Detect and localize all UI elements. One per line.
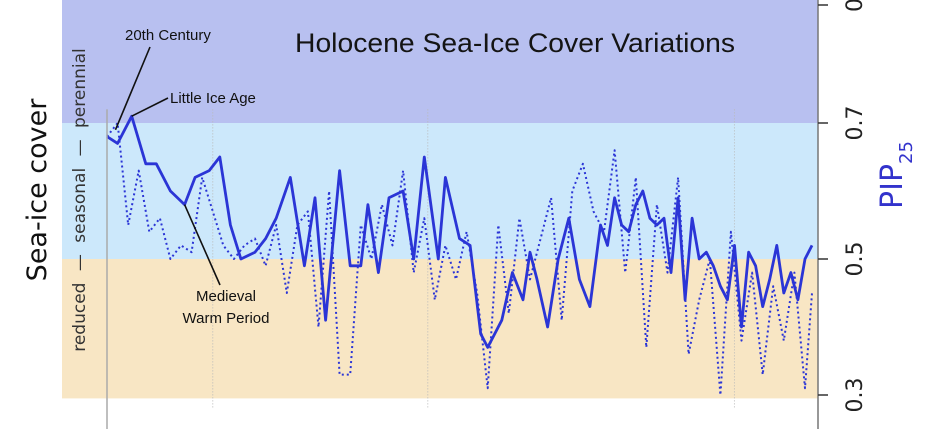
annotation-line-2-0: Medieval bbox=[196, 288, 256, 305]
band-strip-reduced bbox=[62, 259, 102, 399]
annotation-line-2-1: Warm Period bbox=[183, 310, 270, 327]
annotation-line-1-0: Little Ice Age bbox=[170, 90, 256, 107]
band-label-reduced: reduced bbox=[70, 283, 90, 352]
left-axis-label: Sea-ice cover bbox=[22, 98, 53, 282]
right-axis-label: PIP25 bbox=[875, 141, 917, 209]
annotation-label-0: 20th Century bbox=[125, 27, 211, 44]
band-separator-2: — bbox=[70, 139, 90, 156]
band-perennial bbox=[102, 0, 818, 123]
left-band-labels: reduced — seasonal — perennial bbox=[70, 48, 90, 352]
series-dotted-line bbox=[106, 122, 813, 396]
band-layer bbox=[62, 0, 818, 399]
band-label-perennial: perennial bbox=[70, 48, 90, 128]
annotation-line-0-0: 20th Century bbox=[125, 27, 211, 44]
annotations: 20th Century Little Ice Age Medieval Warm P… bbox=[114, 27, 270, 327]
band-reduced bbox=[102, 259, 818, 399]
annotation-label-2: Medieval Warm Period bbox=[183, 288, 270, 327]
right-axis-ticks: 0.3 0.5 0.7 0 bbox=[818, 0, 868, 413]
annotation-leader-1 bbox=[131, 97, 169, 117]
right-axis-label-main: PIP bbox=[875, 164, 910, 209]
tick-label-0.5: 0.5 bbox=[843, 242, 868, 277]
series-layer bbox=[106, 114, 814, 396]
right-axis-label-subscript: 25 bbox=[896, 141, 917, 164]
annotation-leader-2 bbox=[183, 204, 221, 286]
tick-label-0.3: 0.3 bbox=[843, 378, 868, 413]
series-solid-line bbox=[106, 114, 814, 349]
band-strip-seasonal bbox=[62, 123, 102, 259]
axes-layer bbox=[106, 0, 819, 429]
band-strip-perennial bbox=[62, 0, 102, 123]
chart-title: Holocene Sea-Ice Cover Variations bbox=[295, 28, 735, 58]
annotation-leader-0 bbox=[114, 46, 151, 131]
tick-label-0: 0 bbox=[843, 0, 868, 12]
annotation-label-1: Little Ice Age bbox=[170, 90, 256, 107]
band-label-seasonal: seasonal bbox=[70, 168, 90, 243]
tick-label-0.7: 0.7 bbox=[843, 106, 868, 141]
band-separator-1: — bbox=[70, 254, 90, 271]
